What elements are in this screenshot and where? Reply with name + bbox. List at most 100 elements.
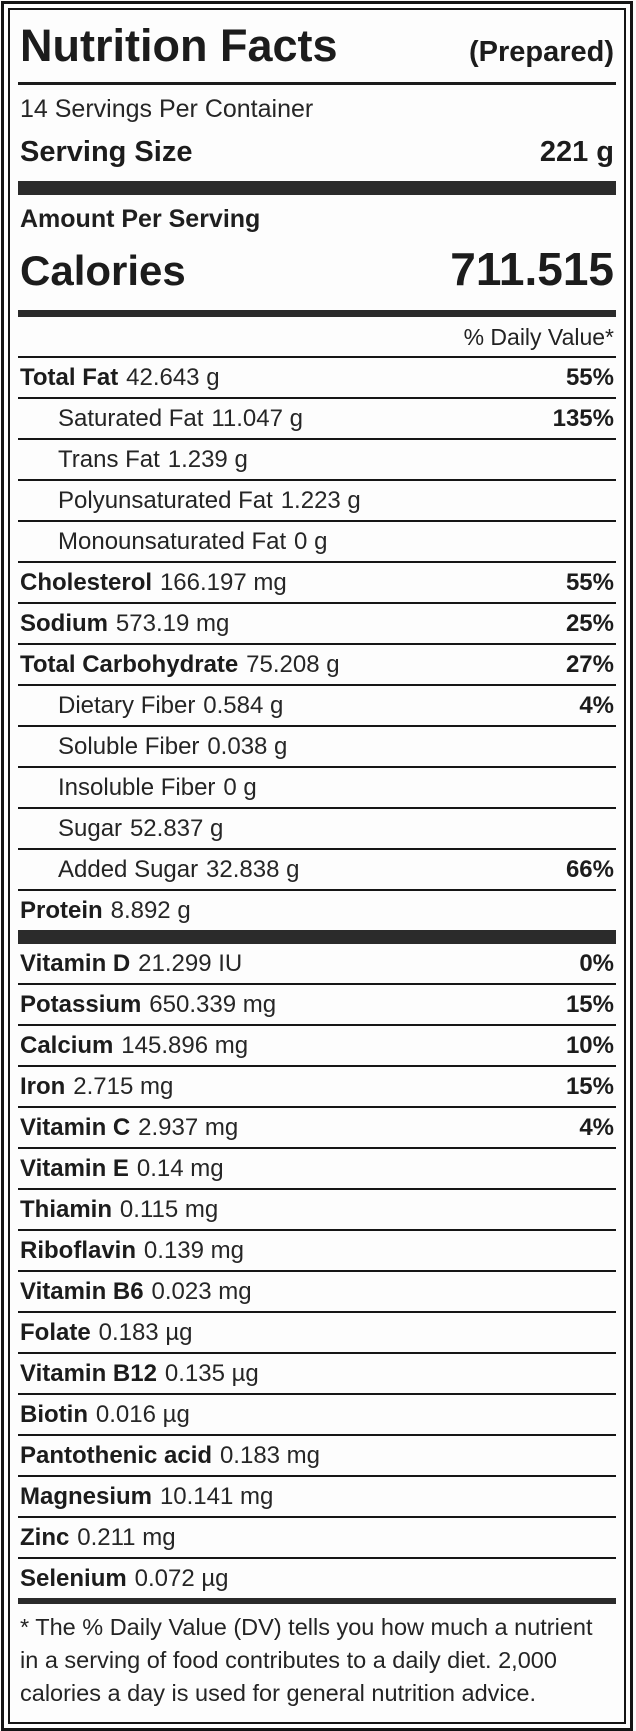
- nutrient-text: Dietary Fiber 0.584 g: [58, 692, 283, 720]
- nutrient-name: Total Fat: [20, 364, 119, 391]
- nutrient-daily-value: 66%: [565, 856, 614, 883]
- micronutrient-name: Vitamin E: [20, 1155, 129, 1182]
- label-title-prepared-suffix: (Prepared): [468, 36, 614, 68]
- micronutrient-row: Vitamin B12 0.135 µg: [18, 1354, 616, 1395]
- micronutrient-row: Riboflavin 0.139 mg: [18, 1231, 616, 1272]
- micronutrient-text: Vitamin D 21.299 IU: [20, 950, 242, 978]
- micronutrient-amount: 0.016 µg: [95, 1401, 190, 1428]
- nutrient-name: Soluble Fiber: [58, 733, 200, 760]
- nutrient-name: Polyunsaturated Fat: [58, 487, 273, 514]
- micronutrient-amount: 145.896 mg: [121, 1032, 249, 1059]
- micronutrient-row: Iron 2.715 mg 15%: [18, 1067, 616, 1108]
- micronutrient-amount: 0.14 mg: [136, 1155, 224, 1182]
- micronutrient-row: Thiamin 0.115 mg: [18, 1190, 616, 1231]
- micronutrient-name: Magnesium: [20, 1483, 153, 1510]
- nutrient-row: Dietary Fiber 0.584 g 4%: [18, 686, 616, 727]
- nutrient-amount: 0.584 g: [203, 692, 284, 719]
- nutrient-row: Total Carbohydrate 75.208 g 27%: [18, 645, 616, 686]
- micronutrient-amount: 0.072 µg: [134, 1565, 229, 1592]
- nutrient-row: Polyunsaturated Fat 1.223 g: [18, 481, 616, 522]
- micronutrient-text: Pantothenic acid 0.183 mg: [20, 1442, 320, 1470]
- nutrient-daily-value: 135%: [552, 405, 614, 432]
- nutrient-row: Total Fat 42.643 g 55%: [18, 358, 616, 399]
- micronutrient-row: Vitamin D 21.299 IU 0%: [18, 944, 616, 985]
- micronutrient-text: Potassium 650.339 mg: [20, 991, 276, 1019]
- nutrient-text: Soluble Fiber 0.038 g: [58, 733, 287, 761]
- label-title: Nutrition Facts: [20, 20, 338, 71]
- micronutrient-daily-value: 10%: [565, 1032, 614, 1059]
- micronutrient-name: Biotin: [20, 1401, 88, 1428]
- calories-label: Calories: [20, 247, 186, 294]
- nutrient-text: Saturated Fat 11.047 g: [58, 405, 303, 433]
- nutrient-text: Insoluble Fiber 0 g: [58, 774, 257, 802]
- nutrient-amount: 1.239 g: [167, 446, 248, 473]
- micronutrient-text: Biotin 0.016 µg: [20, 1401, 190, 1429]
- nutrient-row: Added Sugar 32.838 g 66%: [18, 850, 616, 891]
- thick-separator-middle: [18, 930, 616, 944]
- micronutrient-amount: 10.141 mg: [159, 1483, 274, 1510]
- micronutrient-name: Zinc: [20, 1524, 70, 1551]
- nutrient-name: Trans Fat: [58, 446, 160, 473]
- micronutrient-row: Magnesium 10.141 mg: [18, 1477, 616, 1518]
- micronutrient-row: Vitamin C 2.937 mg 4%: [18, 1108, 616, 1149]
- nutrient-row: Sodium 573.19 mg 25%: [18, 604, 616, 645]
- servings-per-container: 14 Servings Per Container: [20, 95, 314, 123]
- nutrition-label-inner-frame: Nutrition Facts (Prepared) 14 Servings P…: [8, 8, 626, 1724]
- nutrient-daily-value: 55%: [565, 569, 614, 596]
- micronutrient-amount: 0.023 mg: [151, 1278, 252, 1305]
- title-divider: [18, 82, 616, 85]
- micronutrient-daily-value: 15%: [565, 1073, 614, 1100]
- micronutrient-text: Thiamin 0.115 mg: [20, 1196, 218, 1224]
- micronutrient-amount: 0.183 µg: [98, 1319, 193, 1346]
- nutrient-amount: 0 g: [294, 528, 328, 555]
- nutrient-row: Saturated Fat 11.047 g 135%: [18, 399, 616, 440]
- micronutrient-text: Riboflavin 0.139 mg: [20, 1237, 244, 1265]
- micronutrient-name: Pantothenic acid: [20, 1442, 213, 1469]
- nutrient-name: Monounsaturated Fat: [58, 528, 287, 555]
- nutrient-daily-value: 27%: [565, 651, 614, 678]
- nutrient-row: Monounsaturated Fat 0 g: [18, 522, 616, 563]
- nutrient-text: Added Sugar 32.838 g: [58, 856, 299, 884]
- serving-size-value: 221 g: [539, 136, 614, 168]
- nutrient-amount: 166.197 mg: [159, 569, 287, 596]
- micronutrient-amount: 650.339 mg: [149, 991, 277, 1018]
- nutrient-amount: 573.19 mg: [115, 610, 230, 637]
- nutrient-name: Insoluble Fiber: [58, 774, 216, 801]
- micronutrient-amount: 0.183 mg: [219, 1442, 321, 1469]
- micronutrient-daily-value: 4%: [579, 1114, 614, 1141]
- micronutrient-row: Pantothenic acid 0.183 mg: [18, 1436, 616, 1477]
- micronutrient-daily-value: 15%: [565, 991, 614, 1018]
- serving-size-label: Serving Size: [20, 136, 193, 168]
- nutrient-text: Total Fat 42.643 g: [20, 364, 220, 392]
- micronutrient-name: Thiamin: [20, 1196, 113, 1223]
- nutrient-amount: 75.208 g: [246, 651, 340, 678]
- macronutrients-section: Total Fat 42.643 g 55% Saturated Fat 11.04…: [18, 358, 616, 930]
- nutrient-row: Sugar 52.837 g: [18, 809, 616, 850]
- nutrient-name: Protein: [20, 897, 103, 924]
- nutrient-text: Sodium 573.19 mg: [20, 610, 229, 638]
- nutrient-text: Monounsaturated Fat 0 g: [58, 528, 327, 556]
- nutrient-amount: 42.643 g: [126, 364, 220, 391]
- calories-row: Calories 711.515: [18, 236, 616, 310]
- nutrient-text: Cholesterol 166.197 mg: [20, 569, 287, 597]
- nutrient-amount: 1.223 g: [280, 487, 361, 514]
- micronutrient-name: Vitamin C: [20, 1114, 131, 1141]
- nutrient-text: Polyunsaturated Fat 1.223 g: [58, 487, 361, 515]
- micronutrient-text: Iron 2.715 mg: [20, 1073, 173, 1101]
- nutrient-amount: 52.837 g: [129, 815, 224, 842]
- nutrient-text: Total Carbohydrate 75.208 g: [20, 651, 340, 679]
- nutrient-name: Cholesterol: [20, 569, 153, 596]
- micronutrient-name: Vitamin D: [20, 950, 131, 977]
- nutrient-row: Cholesterol 166.197 mg 55%: [18, 563, 616, 604]
- nutrient-row: Soluble Fiber 0.038 g: [18, 727, 616, 768]
- nutrient-amount: 32.838 g: [206, 856, 300, 883]
- micronutrient-row: Zinc 0.211 mg: [18, 1518, 616, 1559]
- micronutrient-row: Vitamin E 0.14 mg: [18, 1149, 616, 1190]
- nutrient-text: Protein 8.892 g: [20, 897, 191, 925]
- nutrient-name: Saturated Fat: [58, 405, 204, 432]
- micronutrient-text: Vitamin E 0.14 mg: [20, 1155, 224, 1183]
- micronutrient-row: Biotin 0.016 µg: [18, 1395, 616, 1436]
- micronutrient-name: Potassium: [20, 991, 142, 1018]
- nutrient-name: Dietary Fiber: [58, 692, 196, 719]
